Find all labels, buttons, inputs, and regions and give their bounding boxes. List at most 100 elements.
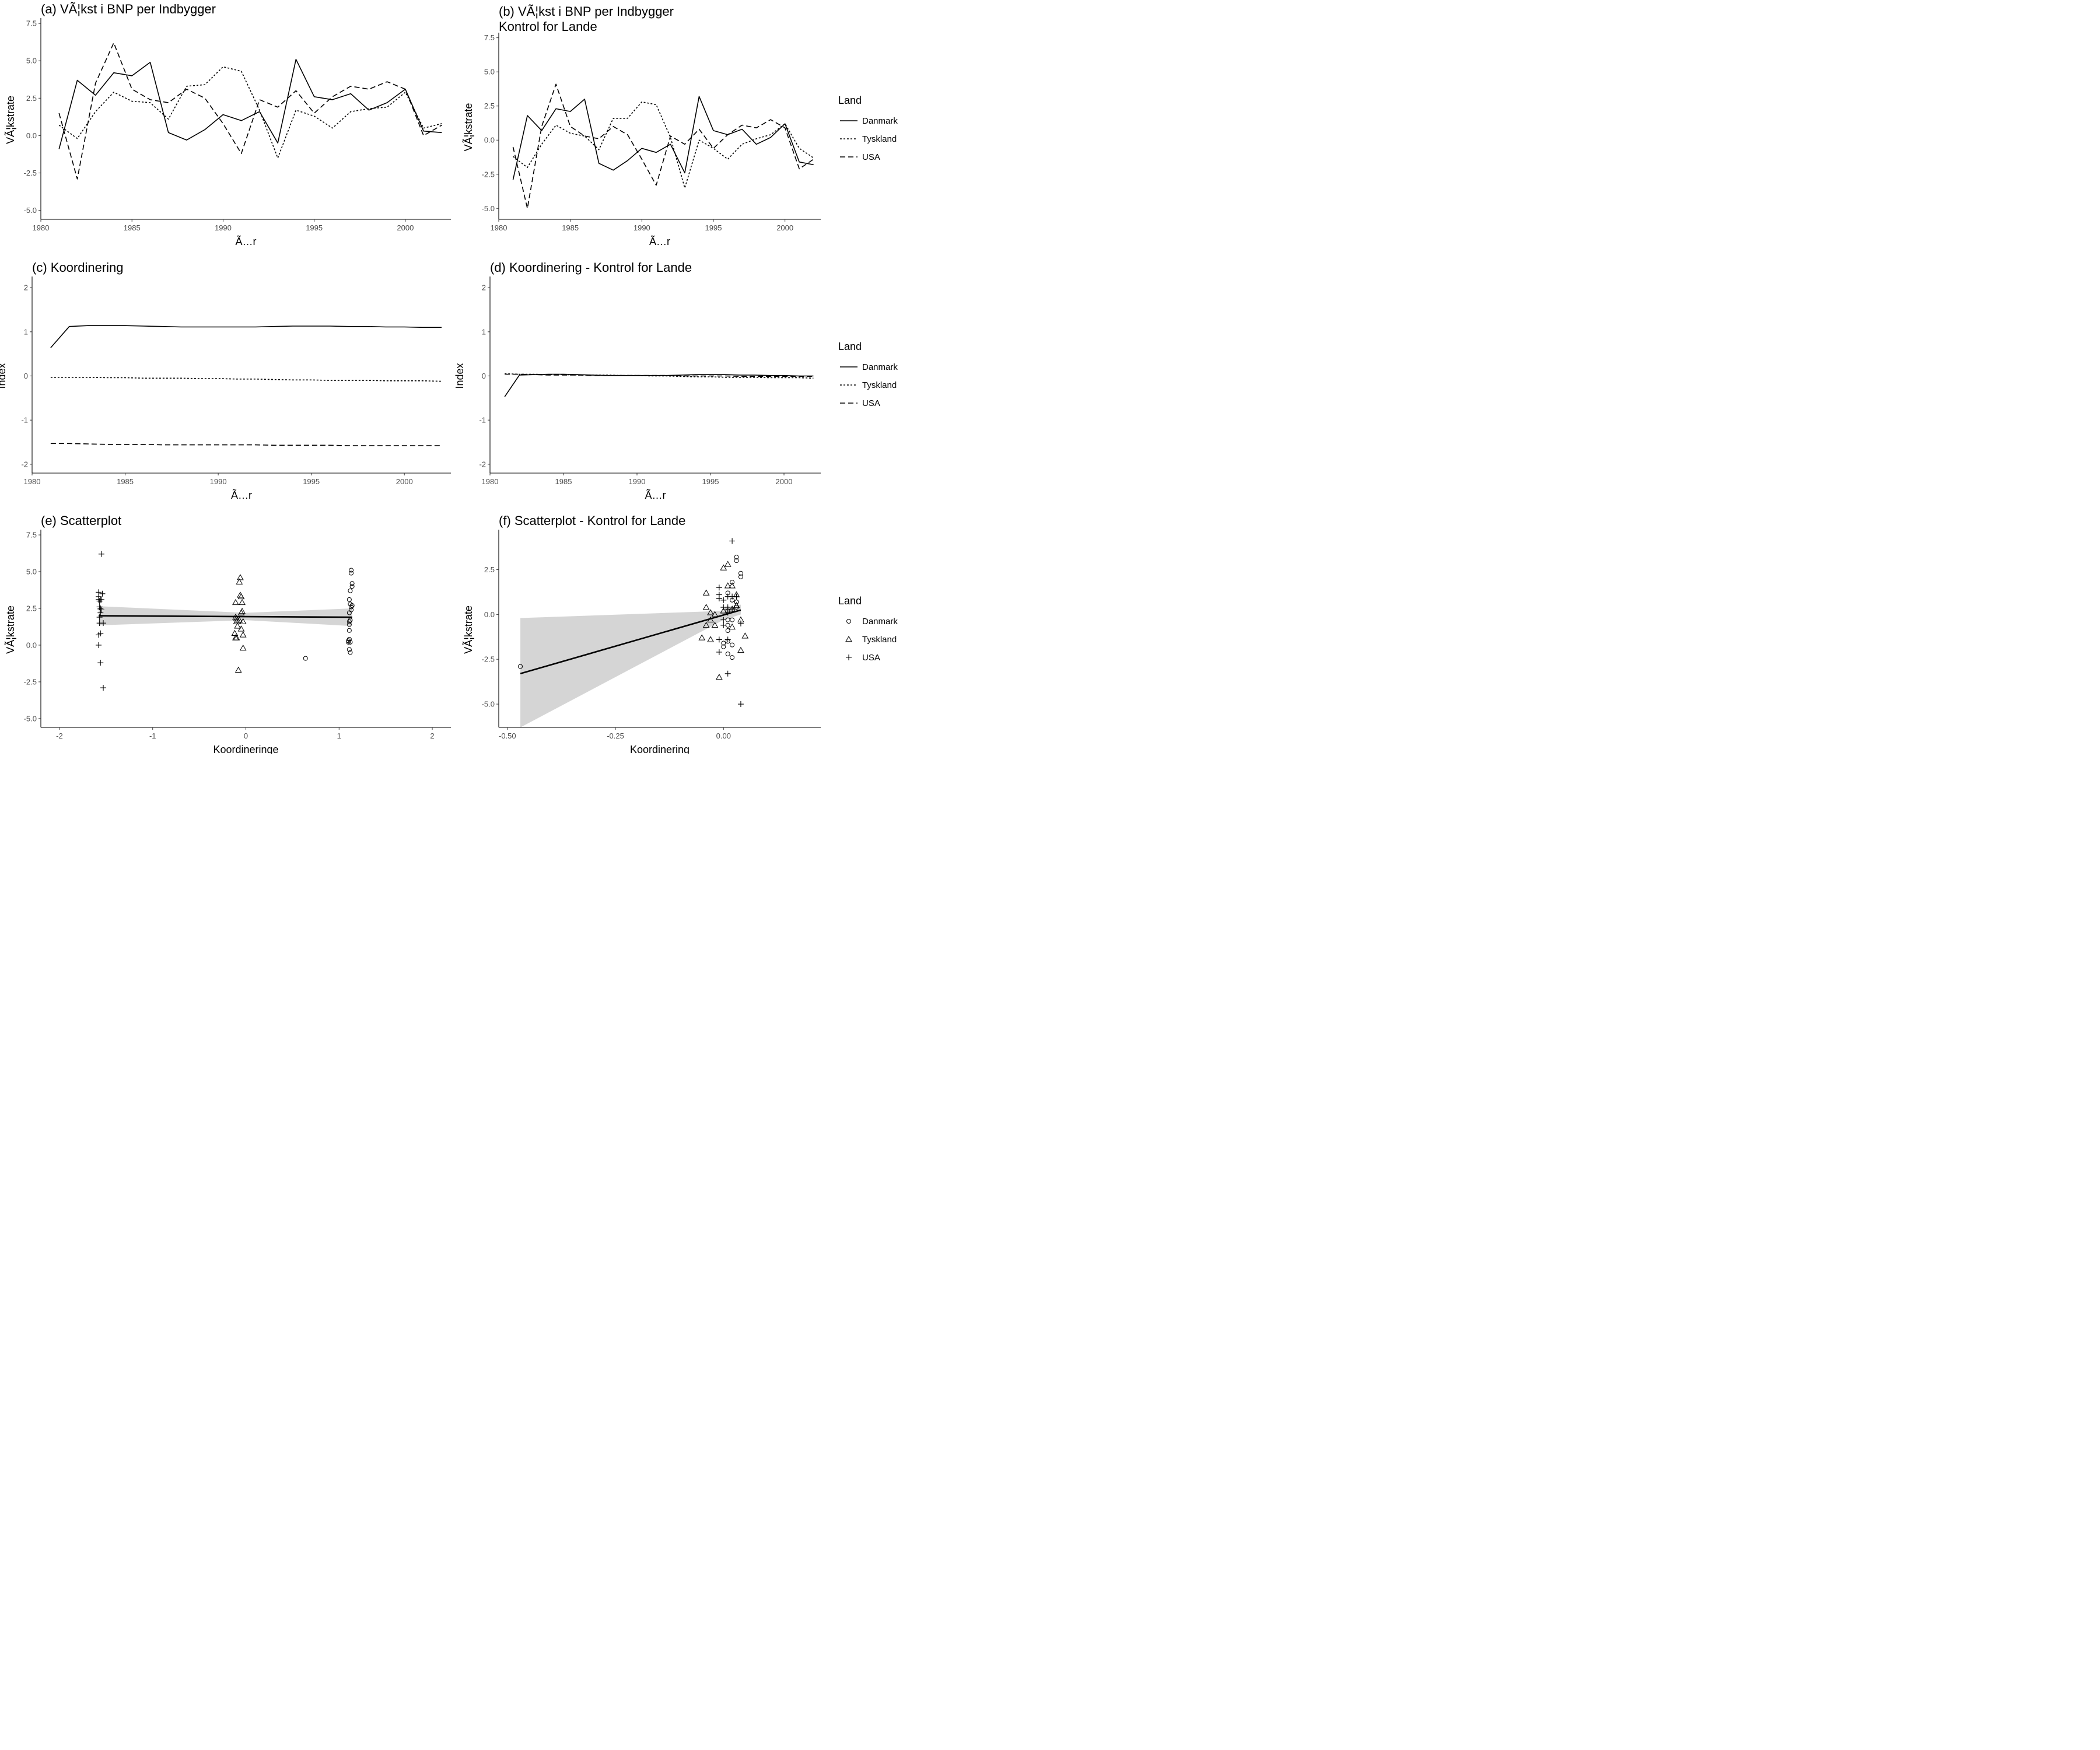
- point-tyskland: [237, 592, 244, 598]
- legend-title: Land: [838, 595, 862, 607]
- legend-key-danmark: [846, 619, 851, 624]
- y-axis-label: VÃ¦kstrate: [462, 103, 474, 152]
- series-line-tyskland: [50, 377, 442, 382]
- point-tyskland: [236, 578, 243, 584]
- x-tick-label: 1985: [562, 223, 579, 232]
- legend-label: Tyskland: [862, 380, 897, 390]
- point-tyskland: [234, 622, 241, 629]
- point-tyskland: [737, 646, 744, 653]
- point-usa: [96, 598, 103, 604]
- x-tick-label: 1990: [629, 477, 646, 486]
- point-tyskland: [239, 644, 247, 651]
- y-tick-label: -5.0: [24, 714, 37, 723]
- point-tyskland: [729, 582, 736, 589]
- point-tyskland: [239, 631, 247, 638]
- point-danmark: [734, 605, 739, 610]
- point-danmark: [725, 628, 730, 634]
- series-line-tyskland: [505, 373, 814, 379]
- panel-title: (f) Scatterplot - Kontrol for Lande: [499, 513, 685, 528]
- x-axis-label: Ã…r: [649, 235, 670, 247]
- point-tyskland: [733, 602, 740, 608]
- panel-c: (c) Koordinering -2 -1 0 1 2 1980 1985 1990 1995 2…: [0, 260, 451, 501]
- panel-e: (e) Scatterplot -5.0 -2.5 0.0 2.5 5.0 7.5 -2 -1 0…: [4, 513, 451, 754]
- point-tyskland: [707, 609, 714, 615]
- legend-label: Danmark: [862, 362, 898, 372]
- x-tick-label: 1: [337, 732, 341, 740]
- panel-subtitle: Kontrol for Lande: [499, 19, 597, 34]
- y-tick-label: 2.5: [484, 102, 495, 110]
- point-danmark: [721, 644, 726, 649]
- point-danmark: [346, 639, 351, 645]
- y-tick-label: 5.0: [484, 68, 495, 76]
- point-usa: [716, 584, 722, 591]
- series-line-usa: [50, 443, 442, 446]
- series-line-usa: [58, 42, 442, 180]
- point-usa: [737, 620, 744, 626]
- point-tyskland: [707, 636, 714, 642]
- y-tick-label: -2.5: [24, 677, 37, 686]
- point-usa: [96, 632, 102, 638]
- x-axis-label: Koordinering: [630, 744, 690, 754]
- point-usa: [96, 642, 102, 648]
- point-usa: [737, 701, 744, 708]
- y-axis-label: VÃ¦kstrate: [4, 606, 16, 654]
- legend-key-usa: [846, 654, 852, 660]
- legend-3: Land Danmark Tyskland USA: [838, 595, 898, 663]
- panel-d: (d) Koordinering - Kontrol for Lande -2 -1…: [454, 260, 821, 501]
- point-danmark: [346, 638, 351, 643]
- point-usa: [720, 617, 727, 623]
- legend-label: Tyskland: [862, 635, 897, 645]
- point-danmark: [346, 628, 352, 633]
- confidence-band: [520, 604, 741, 727]
- x-tick-label: 0: [244, 732, 248, 740]
- point-usa: [720, 622, 727, 628]
- y-tick-label: 0.0: [26, 640, 37, 649]
- y-tick-label: -2.5: [24, 169, 37, 177]
- point-usa: [100, 684, 107, 691]
- point-usa: [724, 606, 731, 612]
- point-usa: [716, 636, 722, 643]
- y-tick-label: 2: [482, 284, 486, 292]
- panel-a: (a) VÃ¦kst i BNP per Indbygger -5.0 -2.5 0.…: [4, 2, 451, 247]
- point-danmark: [346, 636, 352, 642]
- x-tick-label: 2: [430, 732, 434, 740]
- panel-title: (e) Scatterplot: [41, 513, 121, 528]
- point-tyskland: [741, 632, 749, 639]
- point-danmark: [730, 642, 735, 648]
- point-usa: [96, 589, 102, 596]
- y-axis-label: VÃ¦kstrate: [462, 606, 474, 654]
- legend-label: Danmark: [862, 617, 898, 626]
- point-danmark: [303, 656, 308, 661]
- point-danmark: [346, 597, 352, 602]
- figure: (a) VÃ¦kst i BNP per Indbygger -5.0 -2.5 0.…: [0, 2, 898, 754]
- point-usa: [724, 636, 731, 643]
- y-tick-label: 5.0: [26, 57, 37, 65]
- series-line-danmark: [58, 58, 442, 149]
- point-tyskland: [724, 561, 732, 567]
- point-usa: [716, 649, 722, 655]
- point-danmark: [734, 555, 739, 560]
- legend-label: Danmark: [862, 116, 898, 126]
- y-tick-label: 5.0: [26, 568, 37, 576]
- legend-label: USA: [862, 653, 880, 663]
- point-danmark: [349, 604, 354, 610]
- point-danmark: [730, 655, 735, 660]
- point-danmark: [348, 650, 353, 655]
- point-usa: [97, 660, 104, 666]
- y-axis-label: Index: [454, 363, 466, 388]
- y-tick-label: 0.0: [26, 131, 37, 140]
- y-tick-label: 2.5: [26, 604, 37, 612]
- point-tyskland: [698, 634, 706, 640]
- point-danmark: [346, 647, 352, 652]
- point-danmark: [349, 570, 354, 576]
- panel-title: (b) VÃ¦kst i BNP per Indbygger: [499, 4, 674, 19]
- x-tick-label: 1980: [482, 477, 499, 486]
- y-tick-label: -5.0: [482, 700, 495, 709]
- point-danmark: [348, 601, 353, 607]
- point-usa: [729, 538, 736, 544]
- legend-label: USA: [862, 152, 880, 162]
- panel-b: (b) VÃ¦kst i BNP per Indbygger Kontrol f…: [462, 4, 821, 247]
- y-tick-label: -2.5: [482, 170, 495, 178]
- x-tick-label: 1985: [117, 477, 134, 486]
